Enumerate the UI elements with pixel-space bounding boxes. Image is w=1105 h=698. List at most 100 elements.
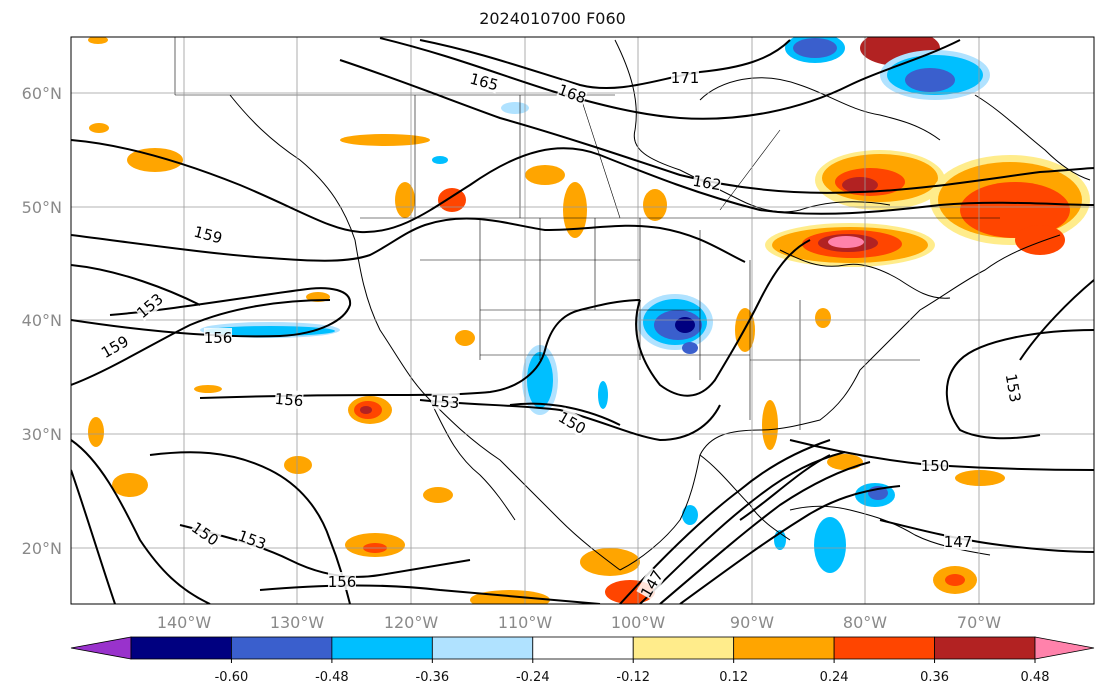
contour-label: 150 [921, 457, 950, 475]
colorbar-tick-label: -0.60 [215, 670, 249, 685]
contour-line [419, 39, 791, 90]
contour-line [71, 139, 1094, 234]
shaded-field [88, 37, 1090, 604]
shade-patch [828, 236, 864, 248]
colorbar-tick-label: 0.48 [1021, 670, 1050, 685]
shade-patch [112, 473, 148, 497]
shade-patch [88, 417, 104, 447]
contour-line [639, 451, 846, 604]
map-frame [70, 36, 1095, 605]
contour-line [199, 299, 641, 399]
shade-patch [501, 102, 529, 114]
contour-label: 156 [328, 573, 357, 591]
colorbar-bin [231, 636, 333, 660]
longitude-labels: 140°W 130°W 120°W 110°W 100°W 90°W 80°W 70°W [157, 613, 1001, 632]
shade-patch [814, 517, 846, 573]
colorbar-tick-label: -0.36 [416, 670, 450, 685]
shade-patch [527, 352, 553, 408]
latitude-label: 30°N [22, 425, 62, 444]
shade-patch [1015, 225, 1065, 255]
colorbar-extend-max [1034, 636, 1095, 660]
colorbar-bin [833, 636, 935, 660]
colorbar-tick-label: 0.24 [820, 670, 849, 685]
shade-patch [675, 317, 695, 333]
contour-line [879, 519, 1094, 553]
colorbar-bin [934, 636, 1036, 660]
shade-patch [682, 342, 698, 354]
colorbar-bin [733, 636, 835, 660]
contour-label: 147 [944, 533, 973, 551]
shade-patch [762, 400, 778, 450]
contour-label: 156 [274, 390, 304, 410]
contour-line [659, 461, 871, 604]
shade-patch [525, 165, 565, 185]
shade-patch [905, 68, 955, 92]
contour-line [71, 287, 352, 338]
contour-line [1019, 279, 1094, 361]
contour-line [71, 439, 211, 604]
shade-patch [395, 182, 415, 218]
shade-patch [945, 574, 965, 586]
shade-patch [340, 134, 430, 146]
shade-patch [455, 330, 475, 346]
latitude-label: 40°N [22, 311, 62, 330]
contour-line [419, 399, 721, 442]
longitude-label: 70°W [957, 613, 1001, 632]
contour-line [379, 37, 961, 120]
colorbar-bin [632, 636, 735, 660]
shade-patch [643, 189, 667, 221]
colorbar-tick-label: 0.36 [920, 670, 949, 685]
shade-patch [88, 37, 108, 44]
longitude-label: 120°W [384, 613, 439, 632]
shade-patch [955, 470, 1005, 486]
colorbar-tick-label: -0.24 [516, 670, 550, 685]
contour-line [619, 439, 831, 604]
shade-patch [960, 182, 1070, 238]
contour-label: 153 [430, 392, 460, 412]
latitude-labels: 60°N 50°N 40°N 30°N 20°N [22, 84, 62, 558]
contour-line [679, 485, 901, 604]
colorbar-extend-min [70, 636, 132, 660]
longitude-label: 130°W [270, 613, 325, 632]
shade-patch [89, 123, 109, 133]
colorbar-bin [331, 636, 433, 660]
shade-patch [438, 188, 466, 212]
contour-label: 171 [671, 69, 700, 87]
longitude-label: 90°W [730, 613, 774, 632]
shade-patch [423, 487, 453, 503]
shade-patch [563, 182, 587, 238]
shade-patch [682, 505, 698, 525]
contour-label: 153 [1002, 372, 1025, 403]
longitude-label: 110°W [498, 613, 553, 632]
colorbar-tick-label: -0.12 [616, 670, 650, 685]
contour-line [149, 451, 351, 604]
map-title: 2024010700 F060 [479, 9, 626, 28]
longitude-label: 80°W [843, 613, 887, 632]
latitude-label: 50°N [22, 198, 62, 217]
colorbar-bin [130, 636, 232, 660]
longitude-label: 100°W [611, 613, 666, 632]
contour-line [71, 469, 116, 604]
contour-line [259, 584, 601, 604]
contour-line [71, 264, 201, 306]
shade-patch [194, 385, 222, 393]
colorbar: -0.60 -0.48 -0.36 -0.24 -0.12 0.12 0.24 0.36 0.4… [70, 636, 1095, 685]
contour-line [339, 59, 1094, 194]
colorbar-bin [431, 636, 534, 660]
contour-label: 156 [204, 329, 233, 347]
shade-patch [598, 381, 608, 409]
contour-line [71, 299, 331, 386]
shade-patch [793, 38, 837, 58]
shade-patch [360, 406, 372, 414]
latitude-label: 60°N [22, 84, 62, 103]
contour-line [945, 329, 1094, 440]
shade-patch [842, 177, 878, 193]
shade-patch [127, 148, 183, 172]
shade-patch [432, 156, 448, 164]
shade-patch [815, 308, 831, 328]
shade-patch [284, 456, 312, 474]
contour-line [509, 402, 621, 426]
longitude-label: 140°W [157, 613, 212, 632]
